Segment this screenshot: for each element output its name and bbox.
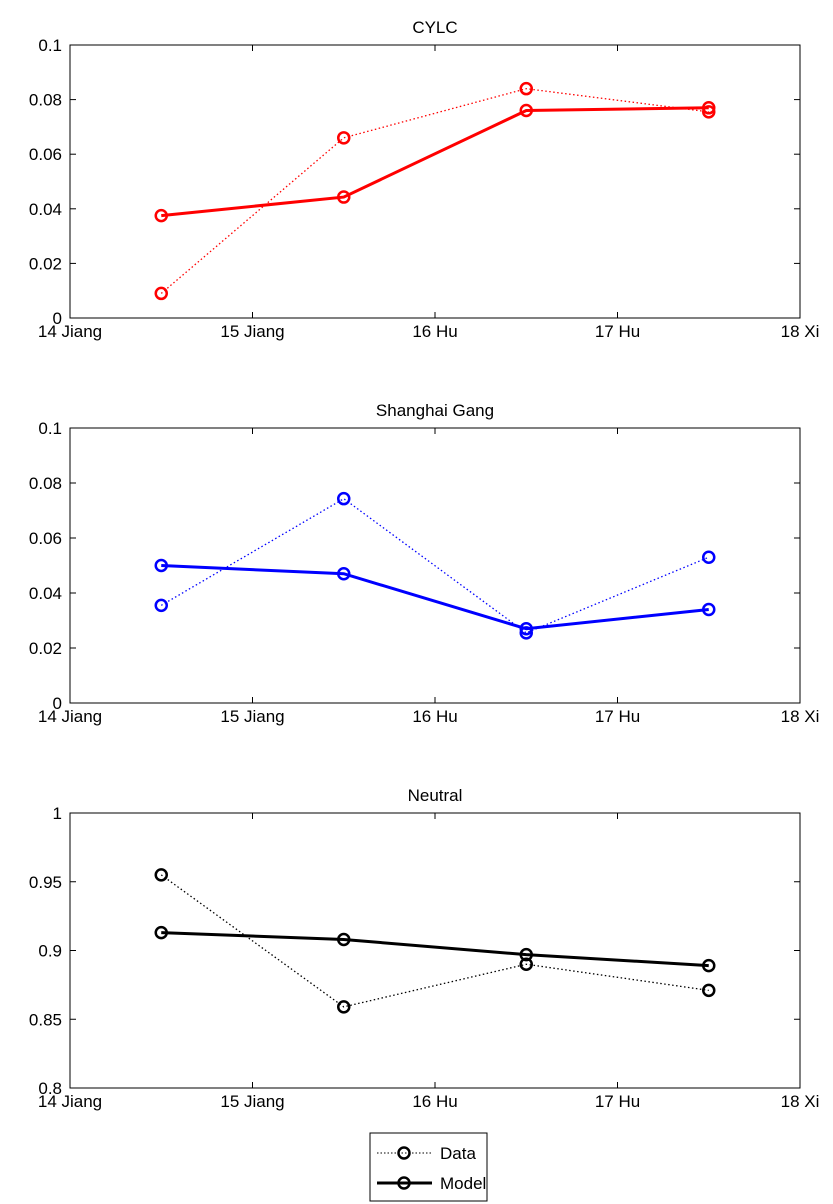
series-model-line: [161, 564, 709, 631]
x-tick-label: 14 Jiang: [38, 1092, 102, 1111]
y-tick-label: 0.8: [38, 1079, 62, 1098]
series-model-point: [519, 103, 533, 118]
series-model-point: [702, 602, 716, 617]
x-tick-label: 17 Hu: [595, 322, 640, 341]
series-data-point: [337, 1000, 351, 1014]
series-model-line: [161, 106, 709, 218]
y-tick-label: 0.1: [38, 419, 62, 438]
legend-entry-model: Model: [377, 1174, 486, 1193]
y-tick-label: 0.08: [29, 91, 62, 110]
legend-box: [369, 1132, 488, 1202]
series-model-point: [702, 101, 716, 115]
series-data-point: [519, 81, 533, 96]
series-model-point: [154, 925, 168, 940]
legend-entry-data: Data: [377, 1144, 476, 1163]
series-data-point: [337, 131, 351, 145]
x-tick-label: 16 Hu: [412, 1092, 457, 1111]
x-tick-label: 16 Hu: [412, 707, 457, 726]
series-model-point: [519, 622, 533, 636]
series-model-point: [337, 567, 351, 581]
x-tick-label: 18 Xi: [781, 707, 820, 726]
y-tick-label: 0.1: [38, 36, 62, 55]
series-data-point: [337, 491, 351, 506]
series-data-point: [154, 868, 168, 882]
series-data-point: [519, 957, 533, 971]
series-model: [154, 558, 716, 636]
series-data-line: [160, 874, 709, 1008]
series-model: [154, 925, 716, 973]
x-tick-label: 17 Hu: [595, 1092, 640, 1111]
series-data: [154, 868, 716, 1014]
y-tick-label: 0.85: [29, 1010, 62, 1029]
series-data-line: [160, 88, 709, 294]
y-tick-label: 0: [53, 309, 62, 328]
x-tick-label: 18 Xi: [781, 322, 820, 341]
legend-model-marker: [397, 1176, 411, 1190]
chart-title: Shanghai Gang: [376, 401, 494, 420]
series-model-point: [154, 208, 168, 223]
series-model-point: [519, 947, 533, 962]
series-data-point: [702, 983, 716, 998]
series-data-point: [702, 550, 716, 564]
series-model-point: [154, 558, 168, 573]
plots: CYLC 14 Jiang 15 Jiang 16 Hu 17 Hu 18 Xi 0 0.02…: [29, 18, 819, 1111]
subplot-2: Shanghai Gang 14 Jiang 15 Jiang 16 Hu 17 Hu 1…: [29, 401, 819, 726]
subplot-1: CYLC 14 Jiang 15 Jiang 16 Hu 17 Hu 18 Xi 0 0.02…: [29, 18, 819, 341]
series-data-point: [702, 105, 716, 119]
chart-title: CYLC: [412, 18, 457, 37]
x-tick-label: 15 Jiang: [220, 707, 284, 726]
series-data-point: [154, 598, 168, 613]
y-tick-label: 0.04: [29, 200, 62, 219]
y-tick-label: 0.06: [29, 145, 62, 164]
y-tick-label: 0.02: [29, 639, 62, 658]
series-model-point: [337, 932, 351, 947]
series-data-point: [154, 286, 168, 301]
y-tick-label: 0.02: [29, 254, 62, 273]
x-tick-label: 15 Jiang: [220, 1092, 284, 1111]
legend: Data Model: [369, 1132, 488, 1202]
subplot-3: Neutral 14 Jiang 15 Jiang 16 Hu 17 Hu 18 Xi 0.…: [29, 786, 819, 1111]
y-tick-label: 1: [53, 804, 62, 823]
legend-data-label: Data: [440, 1144, 476, 1163]
y-tick-label: 0.9: [38, 942, 62, 961]
series-model-point: [702, 958, 716, 973]
y-tick-label: 0.08: [29, 474, 62, 493]
series-model: [154, 101, 716, 223]
legend-data-marker: [397, 1146, 411, 1160]
x-tick-label: 14 Jiang: [38, 322, 102, 341]
series-data: [154, 81, 716, 301]
y-tick-label: 0.04: [29, 584, 62, 603]
y-tick-label: 0.95: [29, 873, 62, 892]
y-tick-label: 0: [53, 694, 62, 713]
series-data-line: [160, 497, 709, 634]
x-tick-label: 18 Xi: [781, 1092, 820, 1111]
series-model-line: [161, 931, 709, 968]
axes-box: [69, 812, 801, 1089]
x-tick-label: 14 Jiang: [38, 707, 102, 726]
chart-title: Neutral: [408, 786, 463, 805]
legend-model-label: Model: [440, 1174, 486, 1193]
series-model-point: [337, 190, 351, 204]
x-tick-label: 15 Jiang: [220, 322, 284, 341]
y-tick-label: 0.06: [29, 529, 62, 548]
x-tick-label: 16 Hu: [412, 322, 457, 341]
x-tick-label: 17 Hu: [595, 707, 640, 726]
